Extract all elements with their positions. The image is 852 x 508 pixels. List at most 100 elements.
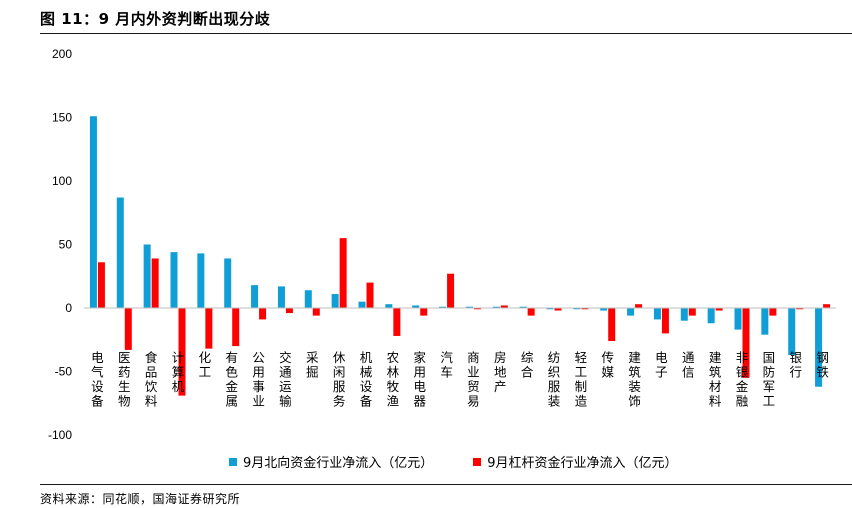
- northbound-bar-27: [815, 308, 823, 387]
- northbound-bar-10: [358, 301, 366, 308]
- legend-item-margin: 9月杠杆资金行业净流入（亿元）: [473, 452, 678, 471]
- x-tick-label-13: 汽车: [440, 350, 453, 380]
- y-tick-label: 50: [59, 238, 73, 252]
- margin-bar-27: [823, 304, 831, 308]
- northbound-bar-4: [197, 253, 205, 308]
- x-tick-label-7: 交通运输: [279, 350, 292, 409]
- margin-bar-22: [688, 308, 696, 316]
- legend: 9月北向资金行业净流入（亿元） 9月杠杆资金行业净流入（亿元）: [229, 452, 718, 471]
- northbound-bar-14: [465, 306, 473, 308]
- margin-bar-9: [339, 238, 347, 308]
- margin-bar-15: [500, 305, 508, 308]
- y-tick-label: 0: [65, 301, 72, 315]
- x-tick-label-11: 农林牧渔: [387, 350, 400, 409]
- y-axis: 200 150 100 50 0 -50 -100: [48, 47, 72, 442]
- x-tick-label-18: 轻工制造: [575, 350, 588, 409]
- northbound-bar-1: [116, 197, 124, 308]
- northbound-bar-26: [788, 308, 796, 355]
- northbound-bar-6: [251, 285, 259, 308]
- margin-bar-20: [635, 304, 643, 308]
- margin-bar-11: [393, 308, 401, 336]
- northbound-bar-24: [734, 308, 742, 330]
- margin-bar-21: [661, 308, 669, 334]
- x-tick-label-15: 房地产: [494, 350, 507, 394]
- legend-label-margin: 9月杠杆资金行业净流入（亿元）: [487, 456, 678, 471]
- title-rule: [40, 33, 852, 34]
- northbound-bar-20: [627, 308, 635, 316]
- x-tick-label-19: 传媒: [601, 350, 614, 380]
- margin-bar-12: [420, 308, 428, 316]
- northbound-bar-16: [519, 306, 527, 308]
- margin-bar-14: [473, 308, 481, 310]
- x-tick-label-4: 化工: [199, 350, 212, 380]
- x-tick-label-20: 建筑装饰: [628, 350, 641, 409]
- legend-swatch-margin: [473, 457, 482, 466]
- northbound-bar-23: [707, 308, 715, 324]
- northbound-bar-25: [761, 308, 769, 335]
- margin-bar-10: [366, 282, 374, 308]
- northbound-bar-12: [412, 305, 420, 308]
- margin-bar-24: [742, 308, 750, 378]
- x-tick-label-10: 机械设备: [360, 350, 373, 409]
- margin-bar-6: [259, 308, 267, 320]
- x-tick-label-23: 建筑材料: [709, 350, 722, 409]
- margin-bar-8: [312, 308, 320, 316]
- y-tick-label: 200: [52, 47, 72, 61]
- x-tick-label-27: 钢铁: [816, 350, 829, 380]
- northbound-bar-22: [680, 308, 688, 321]
- northbound-bar-0: [89, 116, 97, 308]
- margin-bar-3: [178, 308, 186, 396]
- y-tick-label: 100: [52, 174, 72, 188]
- x-tick-label-22: 通信: [682, 350, 695, 380]
- northbound-bar-17: [546, 308, 554, 310]
- x-tick-label-25: 国防军工: [763, 350, 776, 409]
- northbound-bar-19: [600, 308, 608, 311]
- northbound-bar-9: [331, 294, 339, 308]
- margin-bar-25: [769, 308, 777, 316]
- x-tick-label-0: 电气设备: [91, 350, 104, 409]
- y-tick-label: -50: [55, 365, 73, 379]
- margin-bar-7: [285, 308, 293, 314]
- x-tick-label-12: 家用电器: [413, 350, 426, 409]
- y-tick-label: 150: [52, 111, 72, 125]
- northbound-bar-21: [653, 308, 661, 320]
- northbound-bar-13: [439, 306, 447, 308]
- x-tick-label-26: 银行: [789, 350, 802, 380]
- legend-item-northbound: 9月北向资金行业净流入（亿元）: [229, 452, 433, 471]
- x-tick-label-9: 休闲服务: [333, 350, 346, 409]
- x-tick-label-16: 综合: [521, 350, 534, 380]
- northbound-bar-5: [224, 258, 232, 308]
- margin-bar-13: [447, 273, 455, 308]
- margin-bar-2: [151, 258, 159, 308]
- source-rule: [40, 484, 852, 485]
- margin-bar-1: [124, 308, 132, 350]
- margin-bar-4: [205, 308, 213, 349]
- x-tick-label-6: 公用事业: [252, 350, 265, 409]
- margin-bar-23: [715, 308, 723, 311]
- bars: [89, 116, 831, 396]
- legend-label-northbound: 9月北向资金行业净流入（亿元）: [243, 456, 434, 471]
- x-tick-label-2: 食品饮料: [145, 350, 158, 409]
- y-tick-label: -100: [48, 428, 72, 442]
- x-tick-label-8: 采掘: [306, 350, 319, 380]
- x-tick-label-5: 有色金属: [225, 350, 238, 409]
- northbound-bar-18: [573, 308, 581, 310]
- northbound-bar-15: [492, 306, 500, 308]
- northbound-bar-7: [277, 286, 285, 308]
- margin-bar-0: [97, 262, 105, 308]
- northbound-bar-8: [304, 290, 312, 308]
- margin-bar-16: [527, 308, 535, 316]
- northbound-bar-3: [170, 252, 178, 308]
- margin-bar-18: [581, 308, 589, 310]
- source-note: 资料来源：同花顺，国海证券研究所: [40, 492, 241, 506]
- northbound-bar-2: [143, 244, 151, 308]
- northbound-bar-11: [385, 304, 393, 308]
- x-tick-label-21: 电子: [655, 350, 668, 380]
- x-tick-label-3: 计算机: [172, 350, 185, 394]
- x-tick-label-17: 纺织服装: [548, 350, 561, 409]
- x-tick-label-14: 商业贸易: [467, 350, 480, 409]
- margin-bar-19: [608, 308, 616, 342]
- margin-bar-17: [554, 308, 562, 311]
- margin-bar-5: [232, 308, 240, 347]
